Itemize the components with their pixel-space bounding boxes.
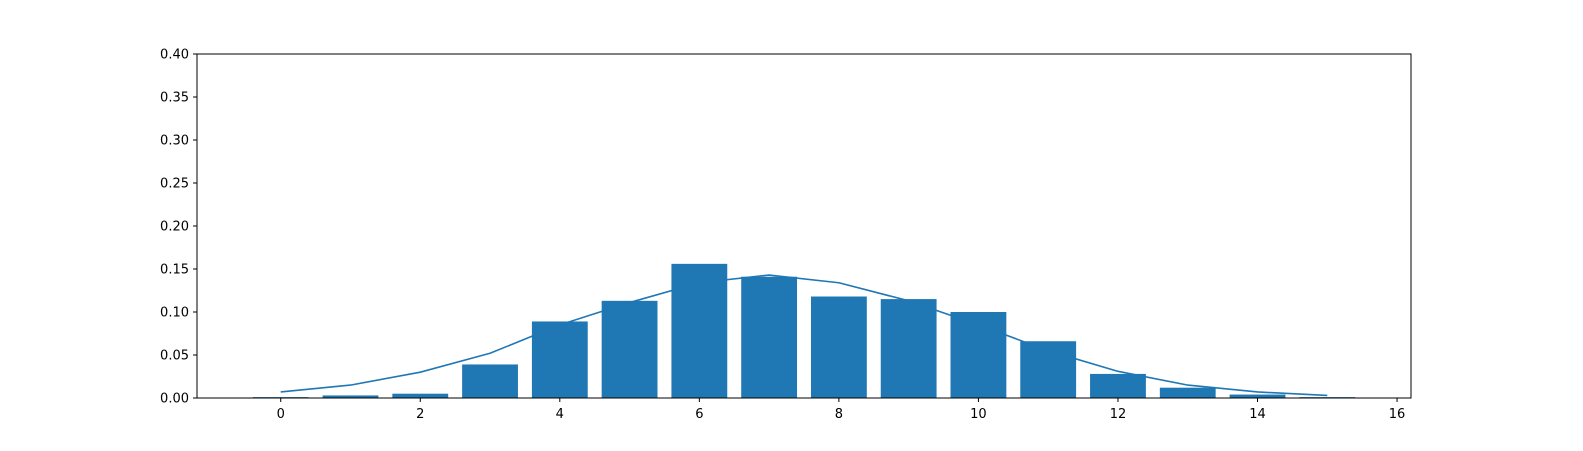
bar-4 [531,321,588,398]
y-tick-label: 0.35 [160,91,189,106]
bar-5 [601,300,658,398]
bar-12 [1090,373,1146,398]
y-tick-label: 0.20 [160,220,189,235]
x-tick-label: 16 [1389,407,1406,422]
bar-14 [1229,394,1286,398]
bar-6 [671,263,728,398]
line-layer [280,274,1328,397]
bar-7 [741,276,798,398]
x-tick-label: 6 [695,407,703,422]
x-tick-label: 12 [1110,407,1127,422]
x-tick-label: 14 [1249,407,1266,422]
y-tick-label: 0.15 [160,263,189,278]
bar-8 [810,296,867,398]
x-tick-label: 2 [416,407,424,422]
bars-layer [252,263,1356,398]
plot-frame [196,53,1412,399]
y-tick-label: 0.00 [160,392,189,407]
bar-3 [462,364,518,398]
x-tick-label: 4 [556,407,564,422]
series-line [280,274,1328,397]
x-tick-label: 0 [277,407,285,422]
y-tick-label: 0.25 [160,177,189,192]
y-tick-label: 0.10 [160,306,189,321]
y-tick-label: 0.30 [160,134,189,149]
y-tick-label: 0.40 [160,48,189,63]
bar-9 [880,299,937,398]
bar-10 [950,312,1007,398]
x-tick-label: 10 [970,407,987,422]
bar-11 [1020,341,1077,398]
bar-1 [322,395,379,398]
y-tick-label: 0.05 [160,349,189,364]
bar-2 [392,393,449,398]
y-axis: 0.00 0.05 0.10 0.15 0.20 0.25 0.30 0.35 0.40 [160,48,197,407]
x-tick-label: 8 [835,407,843,422]
x-axis: 0 2 4 6 8 10 12 14 16 [277,398,1406,422]
bar-13 [1159,387,1216,398]
